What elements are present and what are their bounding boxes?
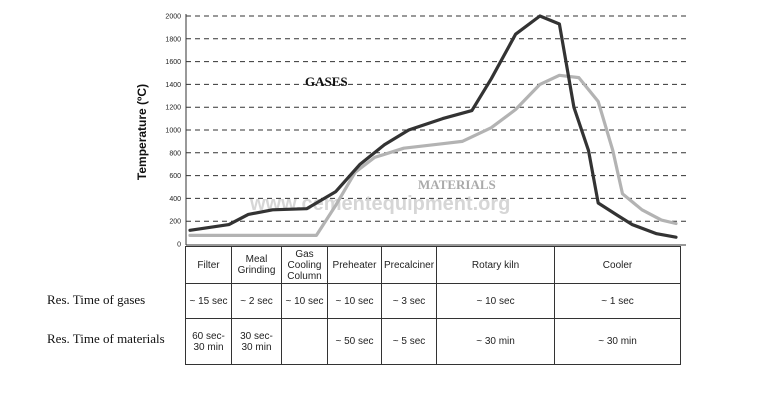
series-lines	[188, 14, 678, 239]
stage-name-cell: Filter	[185, 246, 232, 284]
stage-header-row: Filter Meal Grinding Gas Cooling Column …	[185, 246, 682, 284]
stage-name-cell: Preheater	[327, 246, 382, 284]
y-tick-label: 0	[177, 242, 181, 249]
stage-name-cell: Rotary kiln	[436, 246, 556, 284]
y-tick-label: 400	[169, 196, 181, 203]
stage-name-cell: Precalciner	[380, 246, 438, 284]
material-time-cell: ~ 30 min	[436, 318, 556, 365]
stage-name-cell: Meal Grinding	[231, 246, 282, 284]
axes	[185, 14, 686, 246]
gas-time-cell: ~ 15 sec	[185, 283, 232, 319]
watermark: www.cementequipment.org	[249, 193, 510, 215]
material-time-cell: ~ 30 min	[554, 318, 682, 365]
stage-name-cell: Cooler	[554, 246, 682, 284]
materials-annotation: MATERIALS	[418, 177, 496, 192]
y-axis-label: Temperature (ºC)	[135, 84, 149, 180]
y-tick-label: 1600	[165, 59, 181, 66]
gas-time-cell: ~ 10 sec	[327, 283, 382, 319]
material-time-cell	[281, 318, 328, 365]
y-tick-label: 600	[169, 173, 181, 180]
gases-annotation: GASES	[305, 74, 348, 89]
gas-time-cell: ~ 1 sec	[554, 283, 682, 319]
gas-time-cell: ~ 3 sec	[380, 283, 438, 319]
stage-name-cell: Gas Cooling Column	[281, 246, 328, 284]
y-tick-label: 1000	[165, 128, 181, 135]
y-tick-label: 1800	[165, 36, 181, 43]
material-time-cell: 30 sec- 30 min	[231, 318, 282, 365]
series-line-gases	[188, 14, 678, 239]
series-line-materials	[188, 73, 678, 237]
material-residence-row: 60 sec- 30 min 30 sec- 30 min ~ 50 sec ~…	[185, 318, 682, 365]
row-label-materials: Res. Time of materials	[47, 331, 165, 346]
row-label-gases: Res. Time of gases	[47, 292, 146, 307]
residence-time-table: Filter Meal Grinding Gas Cooling Column …	[185, 246, 682, 365]
gas-time-cell: ~ 10 sec	[281, 283, 328, 319]
gas-time-cell: ~ 10 sec	[436, 283, 556, 319]
gas-residence-row: ~ 15 sec ~ 2 sec ~ 10 sec ~ 10 sec ~ 3 s…	[185, 283, 682, 319]
material-time-cell: ~ 50 sec	[327, 318, 382, 365]
y-tick-label: 1200	[165, 105, 181, 112]
y-tick-labels: 0 200 400 600 800 1000 1200 1400 1600 1800 2000	[165, 14, 181, 249]
grid-lines	[186, 15, 686, 222]
y-tick-label: 1400	[165, 82, 181, 89]
y-tick-label: 2000	[165, 14, 181, 21]
gas-time-cell: ~ 2 sec	[231, 283, 282, 319]
material-time-cell: 60 sec- 30 min	[185, 318, 232, 365]
material-time-cell: ~ 5 sec	[380, 318, 438, 365]
y-tick-label: 800	[169, 150, 181, 157]
y-tick-label: 200	[169, 219, 181, 226]
